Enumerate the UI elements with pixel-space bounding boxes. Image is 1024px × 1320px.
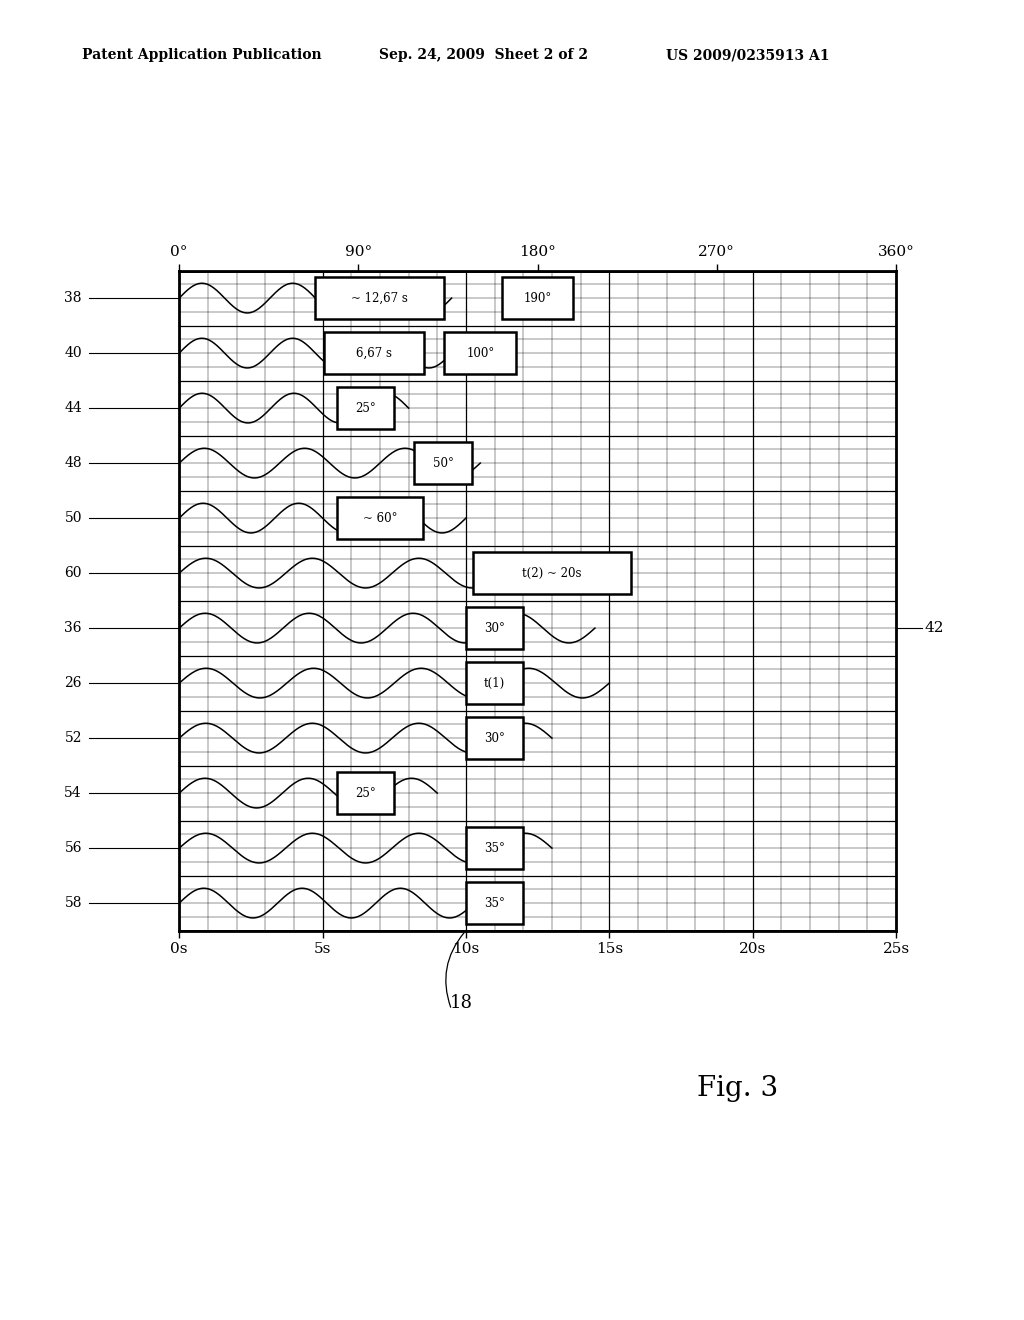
Text: 58: 58: [65, 896, 82, 909]
Text: 30°: 30°: [484, 622, 505, 635]
Text: 38: 38: [65, 292, 82, 305]
Text: 6,67 s: 6,67 s: [356, 347, 392, 359]
Text: 54: 54: [65, 787, 82, 800]
Text: Patent Application Publication: Patent Application Publication: [82, 49, 322, 62]
Bar: [337, 498, 423, 539]
Text: 190°: 190°: [523, 292, 552, 305]
Bar: [473, 553, 631, 594]
Bar: [444, 333, 516, 374]
Bar: [502, 277, 573, 318]
Text: ~ 60°: ~ 60°: [362, 512, 397, 524]
Text: Sep. 24, 2009  Sheet 2 of 2: Sep. 24, 2009 Sheet 2 of 2: [379, 49, 588, 62]
Text: 50: 50: [65, 511, 82, 525]
Text: 42: 42: [925, 622, 944, 635]
Bar: [324, 333, 424, 374]
Text: ~ 12,67 s: ~ 12,67 s: [351, 292, 409, 305]
Text: US 2009/0235913 A1: US 2009/0235913 A1: [666, 49, 829, 62]
Text: 100°: 100°: [466, 347, 495, 359]
Text: 56: 56: [65, 841, 82, 855]
Text: 60: 60: [65, 566, 82, 579]
Bar: [415, 442, 472, 483]
Bar: [466, 607, 523, 648]
Text: Fig. 3: Fig. 3: [696, 1076, 778, 1102]
Text: 30°: 30°: [484, 731, 505, 744]
Bar: [466, 718, 523, 759]
Bar: [466, 663, 523, 704]
Text: 40: 40: [65, 346, 82, 360]
Text: t(2) ~ 20s: t(2) ~ 20s: [522, 566, 582, 579]
Bar: [466, 828, 523, 869]
Text: 44: 44: [65, 401, 82, 414]
Text: 50°: 50°: [432, 457, 454, 470]
Bar: [315, 277, 444, 318]
Bar: [337, 388, 394, 429]
Text: 25°: 25°: [355, 401, 376, 414]
Text: 52: 52: [65, 731, 82, 744]
Text: 36: 36: [65, 622, 82, 635]
Bar: [337, 772, 394, 813]
Text: 48: 48: [65, 457, 82, 470]
Bar: [466, 883, 523, 924]
Text: 26: 26: [65, 676, 82, 690]
Text: 35°: 35°: [484, 896, 505, 909]
Text: 35°: 35°: [484, 842, 505, 854]
Text: t(1): t(1): [484, 677, 505, 689]
Text: 25°: 25°: [355, 787, 376, 800]
Text: 18: 18: [450, 994, 472, 1012]
